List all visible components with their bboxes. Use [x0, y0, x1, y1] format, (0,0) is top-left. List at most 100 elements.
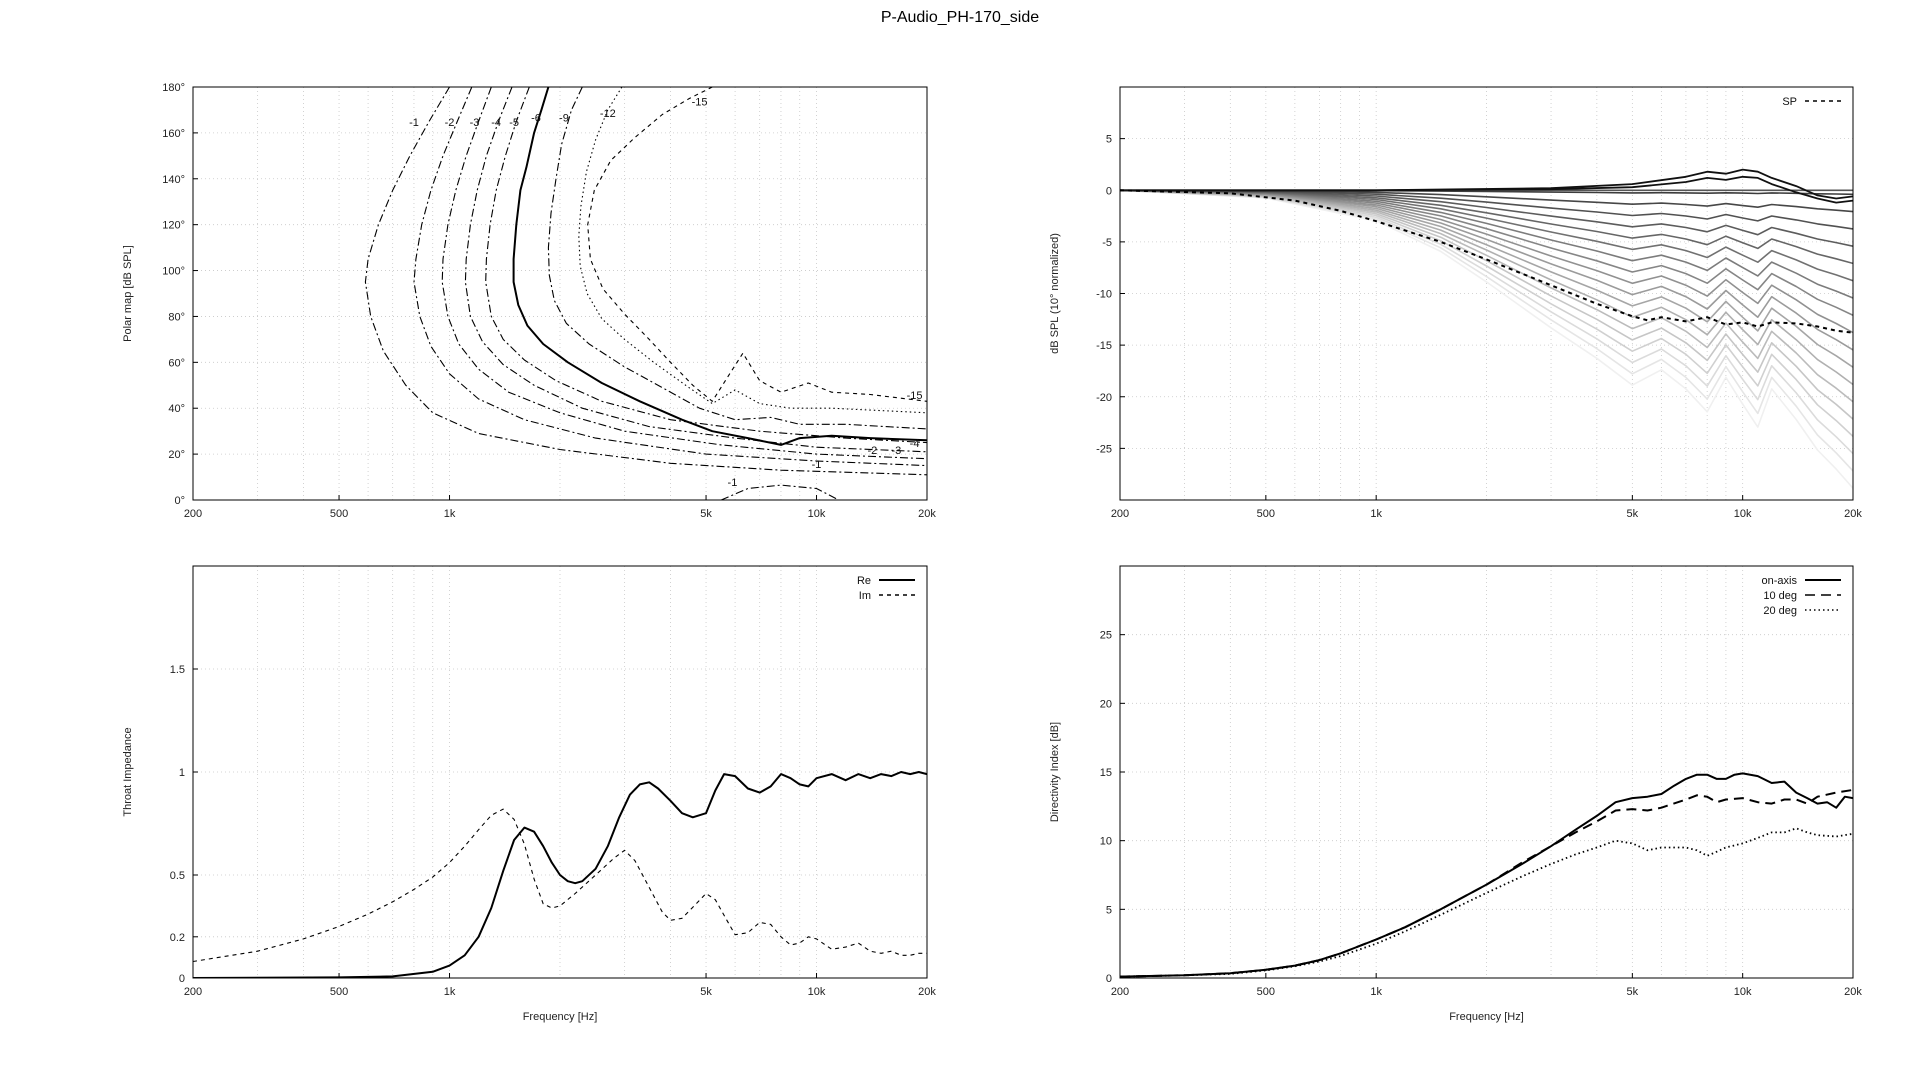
contour-line--5	[485, 87, 927, 444]
y-tick-label: 10	[1100, 836, 1112, 848]
contour-line--15	[587, 87, 927, 402]
y-tick-label: -15	[1096, 340, 1112, 352]
y-axis-label: Directivity Index [dB]	[1049, 722, 1061, 822]
x-tick-label: 200	[184, 986, 202, 998]
x-tick-label: 200	[1111, 986, 1129, 998]
x-tick-label: 1k	[444, 986, 456, 998]
y-tick-label: 100°	[162, 266, 185, 278]
contour-label: -15	[907, 390, 923, 402]
response-curve	[1120, 189, 1853, 230]
legend-label: Im	[859, 590, 871, 602]
x-tick-label: 10k	[1734, 986, 1752, 998]
contour-line--3	[441, 87, 927, 460]
y-tick-label: 15	[1100, 767, 1112, 779]
x-tick-label: 5k	[1627, 986, 1639, 998]
plot-frame	[1119, 565, 1854, 979]
response-curve	[1120, 189, 1853, 334]
x-tick-label: 1k	[1370, 508, 1382, 520]
legend-label: Re	[857, 575, 871, 587]
x-tick-label: 1k	[444, 508, 456, 520]
response-curve	[1120, 189, 1853, 317]
response-curve	[1120, 189, 1853, 455]
x-tick-label: 20k	[918, 508, 936, 520]
y-tick-label: 1	[179, 767, 185, 779]
x-tick-label: 5k	[700, 508, 712, 520]
x-tick-label: 10k	[808, 986, 826, 998]
x-tick-label: 500	[1257, 508, 1275, 520]
contour-line--1	[364, 87, 927, 476]
plot-frame	[192, 86, 928, 501]
y-tick-label: 0.2	[170, 932, 185, 944]
x-tick-label: 200	[1111, 508, 1129, 520]
y-tick-label: 25	[1100, 630, 1112, 642]
response-curve	[1120, 189, 1853, 265]
y-tick-label: 80°	[168, 311, 185, 323]
x-axis-label: Frequency [Hz]	[1449, 1011, 1524, 1023]
response-curve	[1120, 189, 1853, 437]
y-tick-label: -5	[1102, 237, 1112, 249]
y-tick-label: 5	[1106, 134, 1112, 146]
x-tick-label: 500	[330, 508, 348, 520]
plot-area	[1120, 772, 1853, 978]
y-tick-label: 20°	[168, 449, 185, 461]
y-tick-label: 0	[179, 973, 185, 985]
contour-label: -5	[509, 117, 519, 129]
series-10-deg	[1120, 788, 1853, 978]
x-tick-label: 500	[1257, 986, 1275, 998]
contour-line--9	[547, 87, 927, 430]
y-tick-label: 160°	[162, 128, 185, 140]
y-tick-label: -25	[1096, 443, 1112, 455]
y-tick-label: -10	[1096, 289, 1112, 301]
response-curve	[1120, 189, 1853, 386]
legend-label: 20 deg	[1763, 605, 1797, 617]
y-tick-label: 0°	[174, 495, 185, 507]
response-curve-above	[1120, 168, 1853, 200]
y-tick-label: -20	[1096, 392, 1112, 404]
chart-normalized-response: 200 500 1k 5k 10k 20k -25 -20 -15 -10 -5 0 5 dB SPL (…	[1049, 86, 1862, 520]
response-curve-above	[1120, 175, 1853, 204]
legend-label: on-axis	[1762, 575, 1798, 587]
contour-label: -6	[531, 112, 541, 124]
response-curve	[1120, 189, 1853, 403]
x-axis-label: Frequency [Hz]	[523, 1011, 598, 1023]
contour-line--12	[578, 87, 927, 414]
x-tick-label: 200	[184, 508, 202, 520]
contour-line--2	[413, 87, 927, 467]
y-tick-label: 120°	[162, 220, 185, 232]
contour-label: -3	[470, 117, 480, 129]
y-tick-label: 180°	[162, 82, 185, 94]
contour-label: -1	[728, 477, 738, 489]
response-curve	[1120, 189, 1853, 282]
x-tick-label: 20k	[1844, 986, 1862, 998]
chart-polar-map: 200 500 1k 5k 10k 20k 0° 20° 40° 60° 80° 100° 120° 14…	[122, 82, 936, 520]
y-tick-label: 60°	[168, 357, 185, 369]
legend-label: SP	[1782, 96, 1797, 108]
y-tick-label: 0	[1106, 973, 1112, 985]
plot-area: -1 -2 -3 -4 -5 -6 -9 -12 -15 -15 -4 -3 -2 -1 -1	[364, 87, 927, 500]
contour-label: -4	[910, 438, 920, 450]
contour-line-bottom	[720, 484, 840, 500]
plot-frame	[1119, 86, 1854, 501]
response-curve	[1120, 189, 1853, 489]
response-curve	[1120, 189, 1853, 351]
plot-area	[1120, 168, 1853, 489]
y-tick-label: 0	[1106, 185, 1112, 197]
response-curve	[1120, 189, 1853, 472]
sp-curve	[1120, 189, 1853, 334]
series-on-axis	[1120, 772, 1853, 978]
x-tick-label: 1k	[1370, 986, 1382, 998]
series-re	[193, 771, 927, 978]
y-tick-label: 140°	[162, 174, 185, 186]
contour-line--6	[512, 87, 927, 446]
contour-label: -2	[445, 117, 455, 129]
y-tick-label: 5	[1106, 904, 1112, 916]
y-tick-label: 0.5	[170, 870, 185, 882]
contour-label: -3	[891, 445, 901, 457]
plot-frame	[192, 565, 928, 979]
x-tick-label: 20k	[1844, 508, 1862, 520]
response-curve	[1120, 189, 1853, 420]
contour-label: -1	[812, 459, 822, 471]
response-curve	[1120, 189, 1853, 368]
x-tick-label: 5k	[1627, 508, 1639, 520]
